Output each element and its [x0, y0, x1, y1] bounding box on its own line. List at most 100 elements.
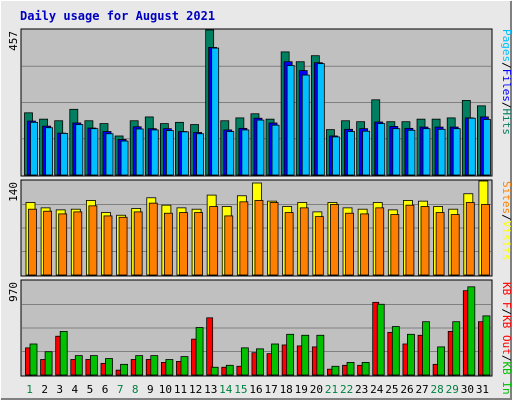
kb-in-bar-day-9 [150, 355, 159, 376]
kb-in-bar-day-3 [59, 330, 68, 376]
kb-in-bar-day-30 [467, 286, 476, 376]
day-label-12: 12 [189, 383, 202, 396]
kb-in-bar-day-10 [165, 359, 174, 376]
kb-in-bar-day-4 [74, 355, 83, 376]
pages-bar-day-9 [150, 129, 159, 176]
pages-bar-day-10 [165, 130, 174, 176]
sites-bar-day-7 [118, 216, 128, 276]
sites-bar-day-17 [269, 202, 279, 276]
sites-bar-day-24 [375, 207, 385, 276]
day-label-1: 1 [26, 383, 33, 396]
kb-in-bar-day-7 [120, 363, 128, 376]
kb-in-bar-day-25 [391, 326, 400, 376]
kb-in-bar-day-12 [195, 327, 204, 376]
sites-bar-day-26 [405, 204, 415, 276]
sites-bar-day-6 [103, 215, 113, 276]
kb-in-bar-day-15 [240, 347, 249, 376]
pages-bar-day-24 [377, 123, 386, 176]
sites-bar-day-16 [254, 200, 264, 276]
day-label-30: 30 [461, 383, 474, 396]
day-label-7: 7 [117, 383, 124, 396]
visits-panel: 140 Sites/Visits [7, 179, 512, 277]
kb-in-bar-day-23 [361, 362, 370, 376]
sites-bar-day-1 [28, 208, 37, 276]
day-label-29: 29 [446, 383, 459, 396]
day-label-8: 8 [132, 383, 139, 396]
day-label-28: 28 [431, 383, 444, 396]
pages-bar-day-30 [467, 117, 476, 176]
sites-bar-day-5 [88, 205, 98, 276]
pages-bar-day-28 [437, 128, 446, 176]
kb-in-bar-day-1 [29, 343, 38, 376]
kb-in-bar-day-28 [437, 346, 446, 376]
day-label-20: 20 [310, 383, 323, 396]
sites-bar-day-18 [284, 212, 294, 276]
pages-bar-day-14 [226, 131, 235, 176]
legend-visits: Visits [500, 221, 512, 261]
kb-in-bar-day-8 [135, 355, 144, 376]
pages-bar-day-19 [301, 74, 310, 176]
pages-bar-day-23 [362, 130, 371, 176]
kb-in-bar-day-13 [210, 366, 219, 376]
legend-sep-4: / [500, 309, 512, 316]
pages-bar-day-31 [483, 119, 491, 176]
pages-bar-day-4 [75, 124, 84, 176]
kb-in-bar-day-27 [422, 321, 430, 376]
legend-kb-in: KB In [500, 362, 512, 395]
pages-bar-day-8 [135, 128, 144, 176]
day-label-2: 2 [41, 383, 48, 396]
pages-bar-day-26 [407, 129, 416, 176]
pages-bar-day-11 [181, 131, 189, 176]
pages-bar-day-3 [60, 133, 69, 176]
kbytes-ymax-label: 970 [7, 282, 20, 302]
kb-in-bar-day-17 [271, 343, 279, 376]
day-label-27: 27 [415, 383, 428, 396]
kb-in-bar-day-26 [407, 333, 415, 376]
sites-bar-day-23 [360, 213, 370, 276]
sites-bar-day-9 [148, 202, 158, 276]
hits-ymax-label: 457 [7, 31, 20, 51]
pages-bar-day-2 [45, 127, 53, 176]
day-label-6: 6 [102, 383, 109, 396]
legend-sep-1: / [500, 62, 512, 69]
legend-sep-5: / [500, 355, 512, 362]
sites-bar-day-4 [73, 211, 83, 276]
day-label-24: 24 [370, 383, 384, 396]
sites-bar-day-30 [465, 202, 475, 276]
pages-bar-day-12 [196, 133, 204, 176]
legend-sep-3: / [500, 214, 512, 221]
day-label-16: 16 [249, 383, 262, 396]
hits-legend: Pages/Files/Hits [500, 29, 512, 135]
day-label-10: 10 [159, 383, 172, 396]
pages-bar-day-1 [30, 121, 38, 176]
pages-bar-day-16 [256, 119, 265, 176]
visits-legend: Sites/Visits [500, 181, 512, 261]
sites-bar-day-14 [224, 215, 234, 276]
day-label-26: 26 [400, 383, 413, 396]
day-label-13: 13 [204, 383, 217, 396]
kb-in-bar-day-16 [256, 348, 264, 376]
legend-sites: Sites [500, 181, 512, 214]
kb-in-bar-day-20 [316, 334, 325, 376]
kbytes-panel: 970 KB F/KB Out/KB In [7, 279, 512, 395]
legend-sep-2: / [500, 102, 512, 109]
sites-bar-day-27 [420, 206, 430, 276]
chart-title: Daily usage for August 2021 [20, 9, 215, 23]
kb-in-bar-day-18 [286, 333, 295, 376]
pages-bar-day-29 [452, 128, 461, 176]
sites-bar-day-13 [209, 206, 219, 276]
sites-bar-day-8 [133, 211, 143, 276]
day-label-23: 23 [355, 383, 368, 396]
day-label-9: 9 [147, 383, 154, 396]
pages-bar-day-21 [332, 136, 340, 176]
legend-pages: Pages [500, 29, 512, 62]
pages-bar-day-20 [316, 63, 325, 176]
pages-bar-day-15 [241, 129, 250, 176]
sites-bar-day-10 [163, 212, 173, 276]
kb-in-bar-day-2 [44, 351, 53, 376]
kb-in-bar-day-5 [89, 355, 98, 376]
sites-bar-day-15 [239, 201, 249, 276]
day-label-11: 11 [174, 383, 187, 396]
